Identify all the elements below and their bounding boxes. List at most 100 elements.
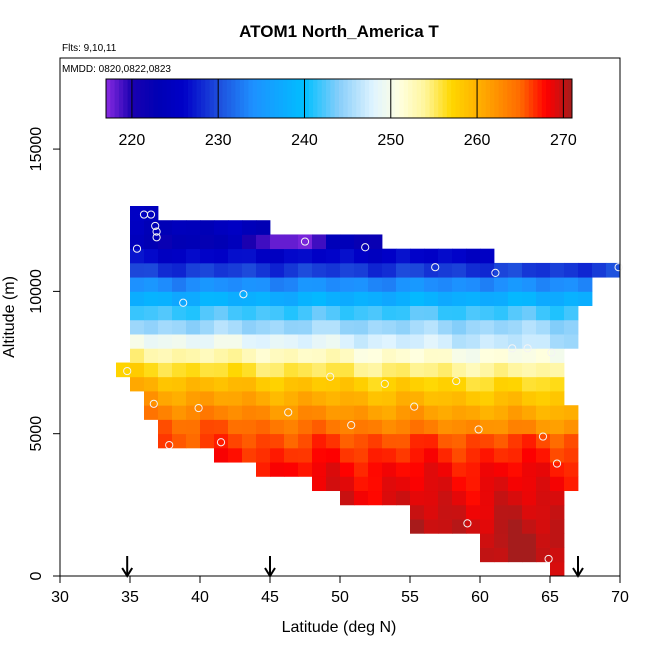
heatmap-cell (340, 319, 355, 335)
heatmap-cell (466, 391, 481, 406)
heatmap-cell (368, 490, 383, 506)
heatmap-cell (256, 348, 271, 363)
heatmap-cell (396, 405, 411, 420)
heatmap-cell (410, 262, 425, 278)
heatmap-cell (368, 391, 383, 406)
colorbar-segment (364, 79, 370, 118)
sample-point (552, 459, 562, 468)
heatmap-cell (200, 220, 215, 235)
heatmap-cell (284, 334, 299, 349)
heatmap-cell (214, 391, 229, 406)
heatmap-cell (466, 462, 481, 477)
heatmap-cell (298, 291, 313, 307)
heatmap-cell (368, 348, 383, 363)
colorbar-segment (291, 79, 297, 118)
heatmap-cell (564, 305, 579, 321)
heatmap-cell (256, 220, 271, 235)
colorbar-segment (485, 79, 491, 118)
heatmap-cell (522, 291, 537, 307)
heatmap-cell (242, 334, 257, 349)
heatmap-cell (368, 447, 383, 463)
heatmap-cell (298, 405, 313, 420)
heatmap-cell (480, 447, 495, 463)
heatmap-cell (116, 362, 131, 378)
heatmap-cell (550, 504, 565, 520)
heatmap-cell (298, 391, 313, 406)
colorbar-segment (339, 79, 344, 118)
heatmap-cell (298, 319, 313, 335)
colorbar-segment (200, 79, 206, 118)
heatmap-cell (270, 248, 285, 264)
colorbar-segment (265, 79, 271, 118)
heatmap-cell (158, 405, 173, 420)
heatmap-cell (480, 433, 495, 449)
x-axis: 30 35 40 45 50 55 60 65 70 (51, 575, 629, 606)
heatmap-cell (242, 433, 257, 449)
colorbar-segment (490, 79, 495, 118)
heatmap-cell (354, 319, 369, 335)
heatmap-cell (522, 462, 537, 477)
colorbar-segment (244, 79, 249, 118)
heatmap-cell (158, 334, 173, 349)
heatmap-cell (368, 291, 383, 307)
heatmap-cell (172, 433, 187, 449)
colorbar-segment (183, 79, 189, 118)
heatmap-cell (270, 291, 285, 307)
colorbar-segment (382, 79, 387, 118)
x-tick-label: 50 (331, 589, 349, 606)
colorbar-segment (269, 79, 275, 118)
heatmap-cell (256, 291, 271, 307)
colorbar-segment (343, 79, 349, 118)
heatmap-cell (242, 277, 257, 292)
heatmap-cell (522, 447, 537, 463)
heatmap-cell (564, 476, 579, 492)
heatmap-cell (200, 433, 215, 449)
heatmap-cell (270, 334, 285, 349)
x-tick-label: 55 (401, 589, 419, 606)
heatmap-cell (382, 291, 397, 307)
heatmap-cell (354, 277, 369, 292)
colorbar-segment (127, 79, 133, 118)
heatmap-cell (144, 334, 159, 349)
heatmap-cell (284, 234, 299, 250)
heatmap-cell (298, 433, 313, 449)
colorbar-segment (351, 79, 357, 118)
colorbar-segment (563, 79, 569, 118)
heatmap-cell (522, 419, 537, 435)
heatmap-cell (200, 262, 215, 278)
colorbar-segment (304, 79, 310, 118)
heatmap-cell (312, 262, 327, 278)
heatmap-cell (214, 433, 229, 449)
heatmap-cell (522, 504, 537, 520)
heatmap-cell (480, 405, 495, 420)
heatmap-cell (312, 362, 327, 378)
heatmap-cell (228, 277, 243, 292)
heatmap-cell (186, 405, 201, 420)
heatmap-cell (564, 291, 579, 307)
heatmap-cell (312, 419, 327, 435)
y-tick-label: 5000 (28, 416, 45, 452)
colorbar-segment (153, 79, 159, 118)
heatmap-cell (522, 476, 537, 492)
heatmap-cell (452, 362, 467, 378)
heatmap-cell (550, 362, 565, 378)
heatmap-cell (410, 277, 425, 292)
heatmap-cell (522, 362, 537, 378)
y-tick-label: 0 (28, 571, 45, 580)
colorbar-segment (524, 79, 530, 118)
heatmap-cell (522, 277, 537, 292)
colorbar-segment (433, 79, 439, 118)
heatmap-cell (186, 376, 201, 392)
sample-point (179, 298, 188, 307)
heatmap-cell (578, 262, 593, 278)
heatmap-cell (480, 476, 495, 492)
heatmap-cell (354, 362, 369, 378)
colorbar-segment (377, 79, 383, 118)
heatmap-cell (424, 248, 439, 264)
heatmap-cell (354, 433, 369, 449)
heatmap-cell (578, 291, 593, 307)
colorbar-tick-label: 240 (291, 132, 318, 149)
heatmap-cell (130, 262, 145, 278)
x-tick-label: 35 (121, 589, 139, 606)
heatmap-cell (508, 433, 523, 449)
